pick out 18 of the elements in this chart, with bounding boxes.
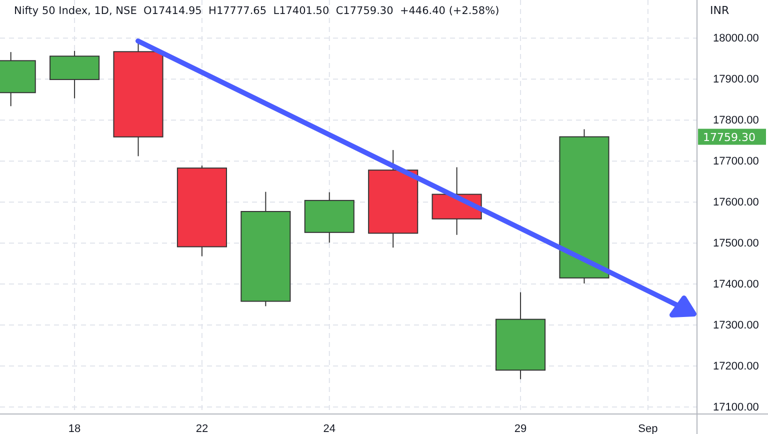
y-tick-label: 17800.00 [713,114,759,127]
text: 17759.30 [703,130,756,144]
text: Nifty 50 Index, 1D, NSE O17414.95 H17777.65 L17401.50 C17759.30 +446.40 (+2.58%) [14,5,500,17]
y-tick-label: 17400.00 [713,278,759,291]
x-tick-label: Sep [638,422,658,434]
y-tick-label: 17500.00 [713,238,759,250]
y-tick-label: 17100.00 [713,402,759,414]
y-axis-title: INR [710,4,730,17]
y-tick-label: 17700.00 [713,156,759,168]
y-tick-label: 17600.00 [713,196,759,209]
x-tick-label: 22 [196,422,208,434]
y-tick-label: 18000.00 [713,32,759,45]
y-tick-label: 17900.00 [713,74,759,86]
x-tick-label: 29 [514,422,527,434]
x-tick-label: 24 [323,422,336,434]
y-tick-label: 17200.00 [713,360,759,373]
y-tick-label: 17300.00 [713,320,759,332]
x-tick-label: 18 [68,422,81,434]
